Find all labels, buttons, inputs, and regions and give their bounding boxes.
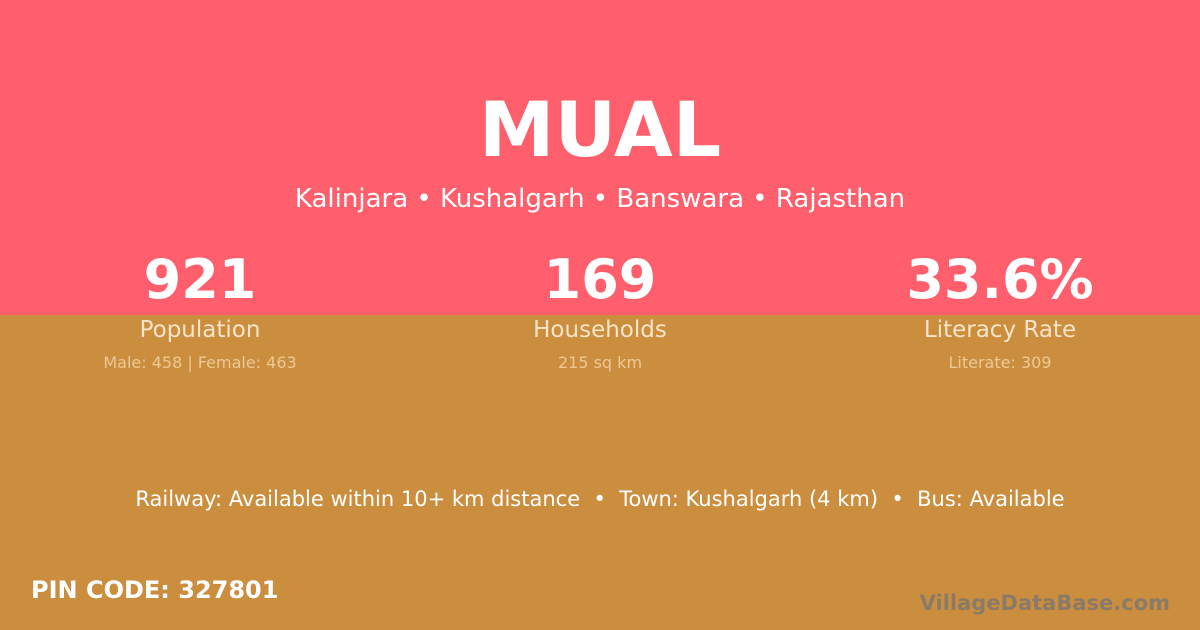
stat-label: Population bbox=[139, 317, 261, 343]
stat-detail: Male: 458 | Female: 463 bbox=[103, 353, 297, 372]
facilities-line: Railway: Available within 10+ km distanc… bbox=[135, 487, 1065, 511]
brand-watermark: VillageDataBase.com bbox=[919, 591, 1170, 615]
stat-households: 169 Households 215 sq km bbox=[400, 248, 800, 375]
location-breadcrumb: Kalinjara • Kushalgarh • Banswara • Raja… bbox=[294, 184, 906, 214]
header-band bbox=[0, 0, 1200, 315]
stat-detail: 215 sq km bbox=[557, 353, 643, 372]
stat-label: Households bbox=[533, 317, 667, 343]
pin-code: PIN CODE: 327801 bbox=[31, 576, 279, 604]
stat-literacy: 33.6% Literacy Rate Literate: 309 bbox=[800, 248, 1200, 375]
stat-value: 169 bbox=[543, 248, 657, 311]
stat-population: 921 Population Male: 458 | Female: 463 bbox=[0, 248, 400, 375]
details-band bbox=[0, 315, 1200, 630]
stat-label: Literacy Rate bbox=[923, 317, 1077, 343]
village-name: MUAL bbox=[478, 85, 722, 174]
stat-detail: Literate: 309 bbox=[948, 353, 1052, 372]
stat-value: 921 bbox=[143, 248, 257, 311]
stat-value: 33.6% bbox=[906, 248, 1094, 311]
